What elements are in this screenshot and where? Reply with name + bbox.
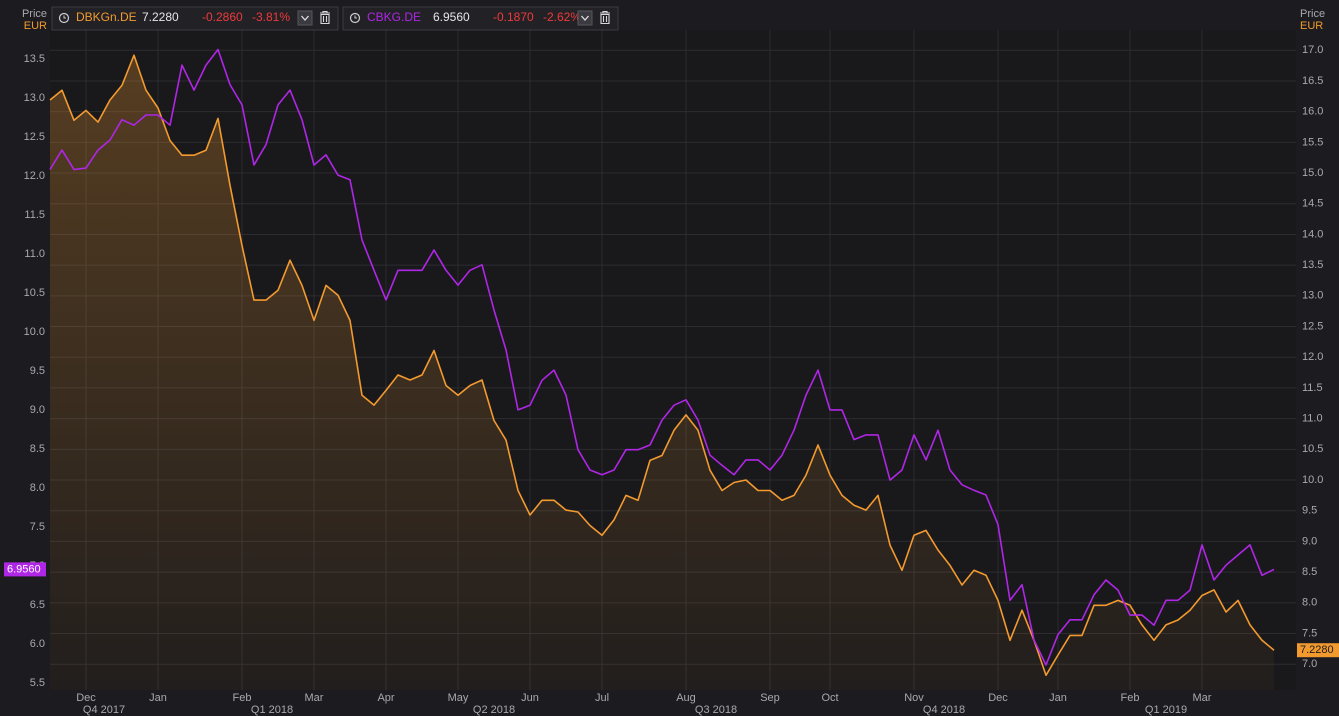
- x-group-label: Q3 2018: [695, 704, 737, 716]
- y-tick-label: 8.0: [30, 482, 45, 494]
- marks: [49, 48, 1275, 690]
- y2-tick-label: 7.5: [1302, 627, 1317, 639]
- y-tick-label: 13.0: [24, 92, 45, 104]
- y-tick-label: 10.5: [24, 287, 45, 299]
- trash-icon[interactable]: [600, 10, 610, 25]
- y-tick-label: 8.5: [30, 443, 45, 455]
- last-value-badge: [4, 562, 46, 577]
- clock-hand: [63, 15, 66, 19]
- y-tick-label: 10.0: [24, 326, 45, 338]
- axis-title-right: Price: [1300, 8, 1325, 20]
- clock-icon: [349, 12, 361, 24]
- y2-tick-label: 16.5: [1302, 75, 1323, 87]
- x-tick-label: Oct: [821, 692, 838, 704]
- legend-change: -0.1870: [493, 10, 534, 24]
- trash-icon[interactable]: [320, 10, 330, 25]
- dropdown-arrow: [301, 15, 309, 21]
- x-tick-label: Dec: [988, 692, 1008, 704]
- x-tick-label: Dec: [76, 692, 96, 704]
- dropdown-button[interactable]: [577, 10, 593, 26]
- x-group-label: Q1 2019: [1145, 704, 1187, 716]
- last-value-label: 7.2280: [1300, 644, 1334, 656]
- y-tick-label: 5.5: [30, 677, 45, 689]
- labels: 5.5 6.0 6.5 7.0 7.5 8.0 8.5 9.0 9.5 10.0 10.5 11.0 1…: [4, 44, 1339, 716]
- y2-tick-label: 8.0: [1302, 597, 1317, 609]
- x-tick-label: Feb: [1121, 692, 1140, 704]
- axis-unit-right: EUR: [1300, 20, 1323, 32]
- y-tick-label: 11.0: [24, 248, 45, 260]
- last-value-label: 6.9560: [7, 563, 41, 575]
- y2-tick-label: 17.0: [1302, 44, 1323, 56]
- x-group-label: Q2 2018: [473, 704, 515, 716]
- y-tick-label: 11.5: [24, 209, 45, 221]
- x-tick-label: Nov: [904, 692, 924, 704]
- y2-tick-label: 10.0: [1302, 474, 1323, 486]
- x-group-label: Q4 2017: [83, 704, 125, 716]
- x-tick-label: Jun: [521, 692, 539, 704]
- x-tick-label: Apr: [377, 692, 394, 704]
- x-tick-label: Jul: [595, 692, 609, 704]
- y2-tick-label: 12.0: [1302, 351, 1323, 363]
- y-tick-label: 9.5: [30, 365, 45, 377]
- y-tick-label: 6.5: [30, 599, 45, 611]
- dropdown-button[interactable]: [297, 10, 313, 26]
- legend-box: [342, 6, 619, 31]
- x-tick-label: May: [448, 692, 469, 704]
- x-group-label: Q1 2018: [251, 704, 293, 716]
- x-group-label: Q4 2018: [923, 704, 965, 716]
- area: [50, 55, 1274, 690]
- y-tick-label: 12.0: [24, 170, 45, 182]
- y2-tick-label: 12.5: [1302, 320, 1323, 332]
- y2-tick-label: 14.0: [1302, 228, 1323, 240]
- legend-last: 6.9560: [433, 10, 470, 24]
- legend-change: -0.2860: [202, 10, 243, 24]
- line: [49, 48, 1275, 666]
- y2-tick-label: 13.5: [1302, 259, 1323, 271]
- x-tick-label: Aug: [676, 692, 696, 704]
- y2-tick-label: 15.5: [1302, 136, 1323, 148]
- y-tick-label: 13.5: [24, 53, 45, 65]
- y2-tick-label: 13.0: [1302, 290, 1323, 302]
- y2-tick-label: 16.0: [1302, 106, 1323, 118]
- y-tick-label: 9.0: [30, 404, 45, 416]
- legend-change-pct: -2.62%: [543, 10, 581, 24]
- legend-name: CBKG.DE: [367, 10, 421, 24]
- x-tick-label: Mar: [305, 692, 324, 704]
- y-tick-label: 7.5: [30, 521, 45, 533]
- x-tick-label: Sep: [760, 692, 780, 704]
- y2-tick-label: 8.5: [1302, 566, 1317, 578]
- line: [49, 54, 1275, 677]
- clock-hand: [354, 15, 357, 19]
- axis-title-left: Price: [22, 8, 47, 20]
- clock-icon: [58, 12, 70, 24]
- y2-tick-label: 11.5: [1302, 382, 1323, 394]
- dropdown-arrow: [581, 15, 589, 21]
- y2-tick-label: 7.0: [1302, 658, 1317, 670]
- legend-name: DBKGn.DE: [76, 10, 137, 24]
- x-tick-label: Jan: [1049, 692, 1067, 704]
- legend-change-pct: -3.81%: [252, 10, 290, 24]
- x-tick-label: Feb: [233, 692, 252, 704]
- x-tick-label: Jan: [149, 692, 167, 704]
- legend-box: [51, 6, 339, 31]
- y2-tick-label: 9.0: [1302, 535, 1317, 547]
- y2-tick-label: 10.5: [1302, 443, 1323, 455]
- axis-unit-left: EUR: [24, 20, 47, 32]
- y-tick-label: 6.0: [30, 638, 45, 650]
- last-value-badge: [1297, 643, 1339, 658]
- legend-last: 7.2280: [142, 10, 179, 24]
- y2-tick-label: 14.5: [1302, 198, 1323, 210]
- y2-tick-label: 9.5: [1302, 505, 1317, 517]
- y2-tick-label: 11.0: [1302, 413, 1323, 425]
- y-tick-label: 12.5: [24, 131, 45, 143]
- x-tick-label: Mar: [1193, 692, 1212, 704]
- y2-tick-label: 15.0: [1302, 167, 1323, 179]
